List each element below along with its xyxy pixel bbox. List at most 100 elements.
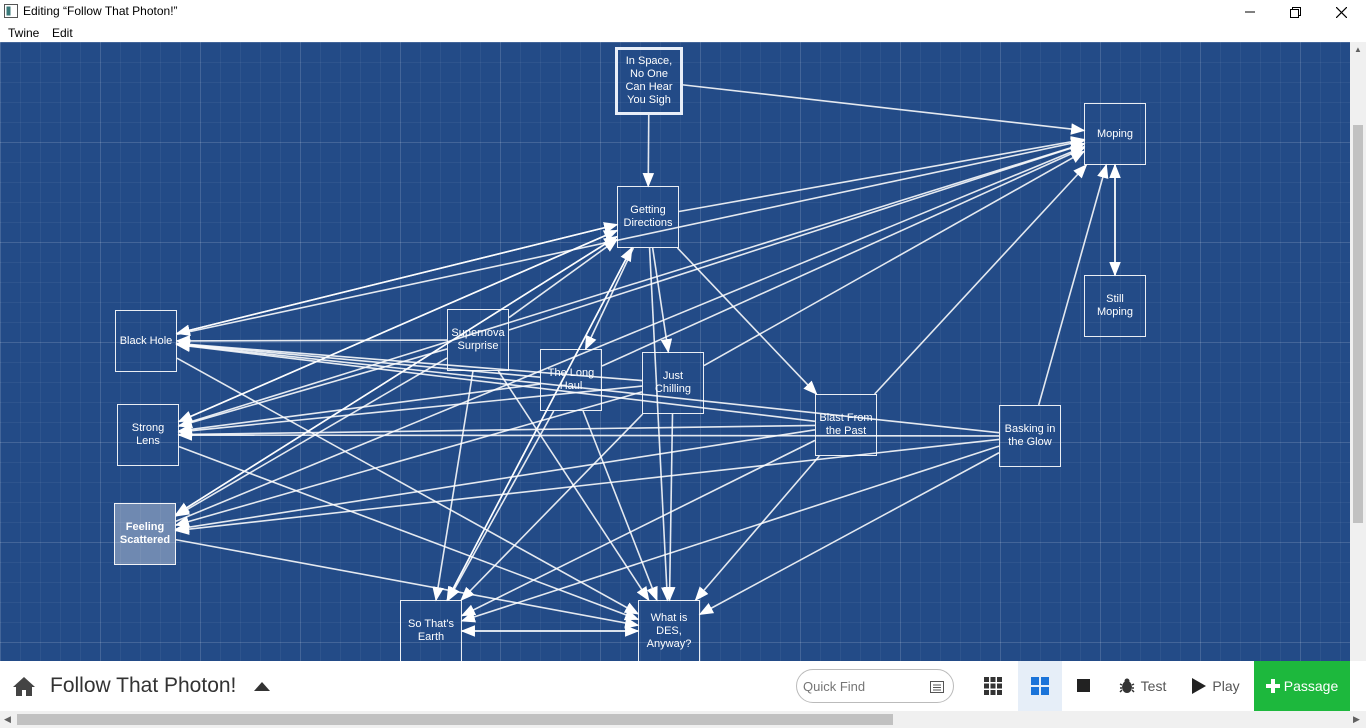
link-blast-to-black — [175, 340, 816, 423]
link-blast-to-earth — [460, 439, 816, 617]
passage-getting-directions[interactable]: Getting Directions — [617, 186, 679, 248]
link-dirs-to-des — [648, 247, 673, 602]
link-chill-to-black — [175, 338, 643, 382]
link-scatter-to-des — [175, 538, 640, 629]
link-strong-to-moping — [178, 142, 1086, 427]
grid-medium-icon — [1031, 677, 1049, 695]
close-icon — [1335, 6, 1347, 18]
link-blast-to-scatter — [174, 429, 816, 533]
link-dirs-to-longhaul — [584, 247, 635, 351]
link-blast-to-des — [694, 455, 820, 602]
restore-icon — [1289, 6, 1301, 18]
link-super-to-scatter — [174, 357, 448, 517]
minimize-button[interactable] — [1227, 0, 1273, 24]
passage-just-chilling[interactable]: Just Chilling — [642, 352, 704, 414]
link-scatter-to-dirs — [175, 235, 619, 516]
bug-icon — [1119, 678, 1135, 693]
link-longhaul-to-strong — [177, 383, 541, 436]
scroll-left-icon[interactable]: ◀ — [4, 714, 11, 724]
link-chill-to-des — [663, 413, 676, 602]
menu-bar: Twine Edit — [0, 24, 1366, 42]
link-blast-to-strong — [177, 424, 816, 441]
link-bask-to-moping — [1037, 163, 1109, 406]
vertical-scroll-thumb[interactable] — [1353, 125, 1363, 523]
play-button[interactable]: Play — [1186, 661, 1246, 711]
link-bask-to-des — [698, 452, 1000, 615]
grid-small-icon — [984, 677, 1002, 695]
passage-moping[interactable]: Moping — [1084, 103, 1146, 165]
passage-feeling-scattered[interactable]: Feeling Scattered — [114, 503, 176, 565]
link-space-to-moping — [682, 84, 1086, 135]
vertical-scrollbar[interactable]: ▲ — [1350, 42, 1366, 661]
link-longhaul-to-black — [175, 339, 541, 378]
link-longhaul-to-earth — [447, 410, 555, 602]
link-bask-to-scatter — [174, 438, 1000, 535]
link-dirs-to-blast — [676, 247, 818, 396]
passage-label: Passage — [1283, 678, 1339, 694]
quick-find[interactable] — [796, 669, 954, 703]
close-button[interactable] — [1318, 0, 1364, 24]
horizontal-scrollbar[interactable]: ◀ ▶ — [0, 711, 1366, 728]
link-strong-to-des — [178, 445, 640, 621]
story-title[interactable]: Follow That Photon! — [50, 674, 237, 697]
passage-blast-from-the-past[interactable]: Blast From the Past — [815, 394, 877, 456]
passage-black-hole[interactable]: Black Hole — [115, 310, 177, 372]
app-icon — [4, 4, 18, 18]
menu-twine[interactable]: Twine — [8, 26, 40, 40]
link-bask-to-earth — [460, 445, 1000, 623]
link-dirs-to-moping — [678, 136, 1086, 213]
story-map[interactable]: In Space, No One Can Hear You Sigh Mopin… — [0, 42, 1350, 661]
new-passage-button[interactable]: Passage — [1254, 661, 1350, 711]
link-black-to-dirs — [176, 222, 619, 335]
plus-icon — [1265, 679, 1280, 693]
square-icon — [1077, 679, 1090, 692]
passage-strong-lens[interactable]: Strong Lens — [117, 404, 179, 466]
link-super-to-moping — [508, 142, 1086, 331]
menu-edit[interactable]: Edit — [52, 26, 73, 40]
link-longhaul-to-des — [582, 410, 658, 602]
link-chill-to-moping — [703, 150, 1086, 367]
scroll-right-icon[interactable]: ▶ — [1353, 714, 1360, 724]
passage-what-is-des[interactable]: What is DES, Anyway? — [638, 600, 700, 661]
test-label: Test — [1140, 678, 1167, 694]
link-dirs-to-chill — [651, 247, 673, 354]
link-chill-to-scatter — [174, 391, 643, 528]
medium-grid-button[interactable] — [1018, 661, 1062, 711]
link-scatter-to-moping — [175, 146, 1086, 522]
home-icon[interactable] — [12, 675, 36, 697]
play-label: Play — [1212, 678, 1240, 694]
quick-find-input[interactable] — [801, 678, 923, 695]
link-black-to-des — [176, 357, 640, 615]
link-space-to-dirs — [642, 114, 655, 188]
passage-supernova-surprise[interactable]: Supernova Surprise — [447, 309, 509, 371]
link-earth-to-dirs — [446, 246, 633, 601]
link-blast-to-moping — [874, 163, 1088, 395]
link-super-to-black — [175, 335, 448, 347]
link-black-to-moping — [176, 137, 1086, 336]
link-bask-to-black — [175, 339, 1000, 434]
link-bask-to-strong — [177, 429, 1000, 441]
play-icon — [1192, 678, 1207, 694]
caret-up-icon[interactable] — [254, 681, 270, 691]
large-grid-button[interactable] — [1064, 661, 1104, 711]
passage-in-space[interactable]: In Space, No One Can Hear You Sigh — [615, 47, 683, 115]
window-title: Editing “Follow That Photon!” — [23, 4, 178, 18]
link-longhaul-to-moping — [601, 147, 1086, 367]
restore-button[interactable] — [1272, 0, 1318, 24]
horizontal-scroll-thumb[interactable] — [17, 714, 893, 725]
link-chill-to-strong — [177, 385, 643, 437]
passage-still-moping[interactable]: Still Moping — [1084, 275, 1146, 337]
minimize-icon — [1245, 11, 1255, 13]
passage-basking-in-the-glow[interactable]: Basking in the Glow — [999, 405, 1061, 467]
scroll-up-icon[interactable]: ▲ — [1354, 45, 1362, 54]
link-strong-to-dirs — [178, 229, 619, 423]
quick-find-options-icon[interactable] — [930, 681, 944, 693]
link-chill-to-earth — [460, 413, 644, 602]
link-super-to-dirs — [508, 238, 619, 319]
passage-the-long-haul[interactable]: The Long Haul — [540, 349, 602, 411]
small-grid-button[interactable] — [972, 661, 1014, 711]
passage-links — [174, 84, 1121, 637]
passage-so-thats-earth[interactable]: So That's Earth — [400, 600, 462, 661]
title-bar: Editing “Follow That Photon!” — [0, 0, 1366, 24]
test-button[interactable]: Test — [1110, 661, 1174, 711]
